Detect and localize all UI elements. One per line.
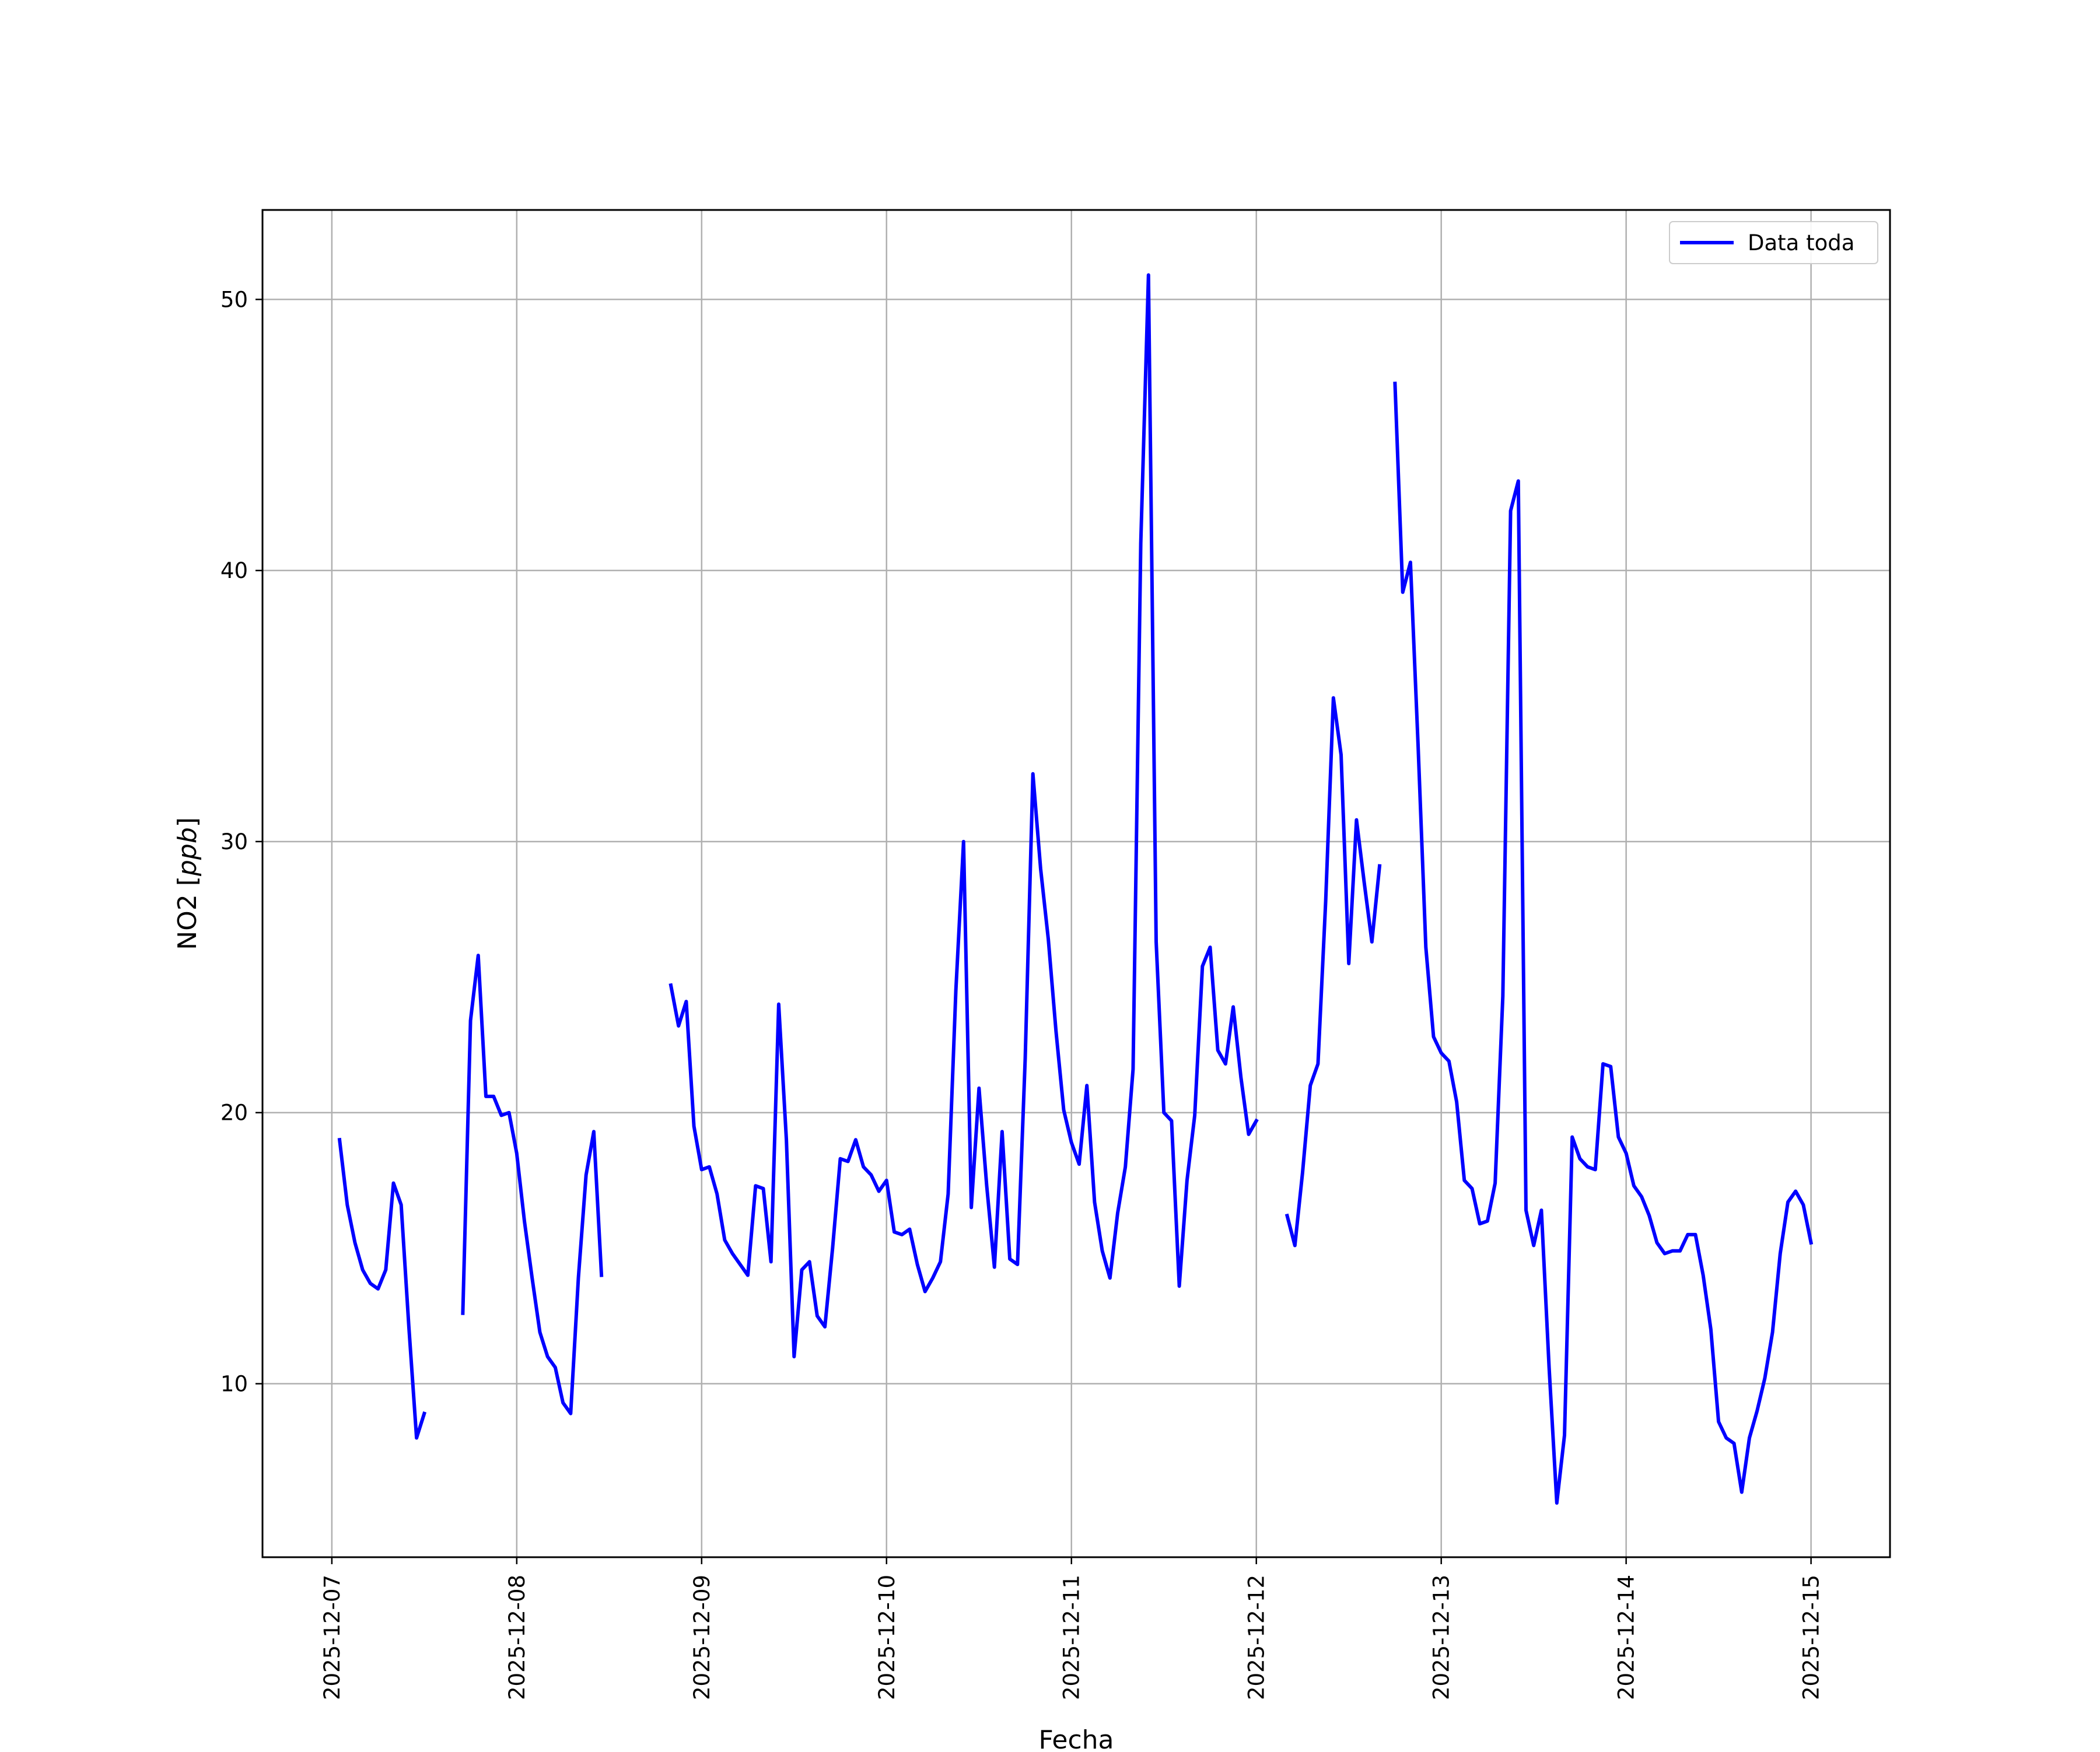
series-line-segment [1393,381,1814,1505]
x-tick-label: 2025-12-10 [874,1575,900,1700]
y-tick-label: 20 [220,1101,248,1126]
y-axis-title-unit: ppb [173,827,202,877]
y-tick-label: 50 [220,287,248,312]
y-axis-title-close: ] [173,817,202,827]
x-tick-label: 2025-12-12 [1244,1575,1269,1700]
y-tick-label: 40 [220,558,248,583]
x-tick-label: 2025-12-08 [505,1575,530,1700]
y-axis-title-text: NO2 [ [173,876,202,950]
x-tick-label: 2025-12-11 [1059,1575,1084,1700]
x-axis-title: Fecha [1038,1725,1114,1750]
x-axis-ticks: 2025-12-07 2025-12-08 2025-12-09 2025-12-10… [320,1557,1824,1700]
series-line-segment [461,954,604,1415]
y-tick-label: 30 [220,829,248,854]
y-tick-label: 10 [220,1372,248,1397]
legend-label: Data toda [1748,230,1854,255]
x-tick-label: 2025-12-15 [1799,1575,1824,1700]
x-tick-label: 2025-12-09 [690,1575,715,1700]
legend-box [1669,221,1878,264]
series-line-segment [668,273,1259,1359]
legend: Data toda [1669,221,1878,264]
series-line-segment [337,1137,427,1440]
y-axis-title: NO2 [ppb] [173,817,202,950]
series-lines [337,273,1814,1505]
y-axis-ticks: 10 20 30 40 50 [220,287,262,1397]
x-tick-label: 2025-12-14 [1614,1575,1639,1700]
x-tick-label: 2025-12-07 [320,1575,345,1700]
x-tick-label: 2025-12-13 [1429,1575,1454,1700]
series-line-segment [1284,696,1382,1248]
grid-lines [262,210,1890,1557]
plot-frame [261,209,1891,1558]
plot-area [262,210,1890,1557]
